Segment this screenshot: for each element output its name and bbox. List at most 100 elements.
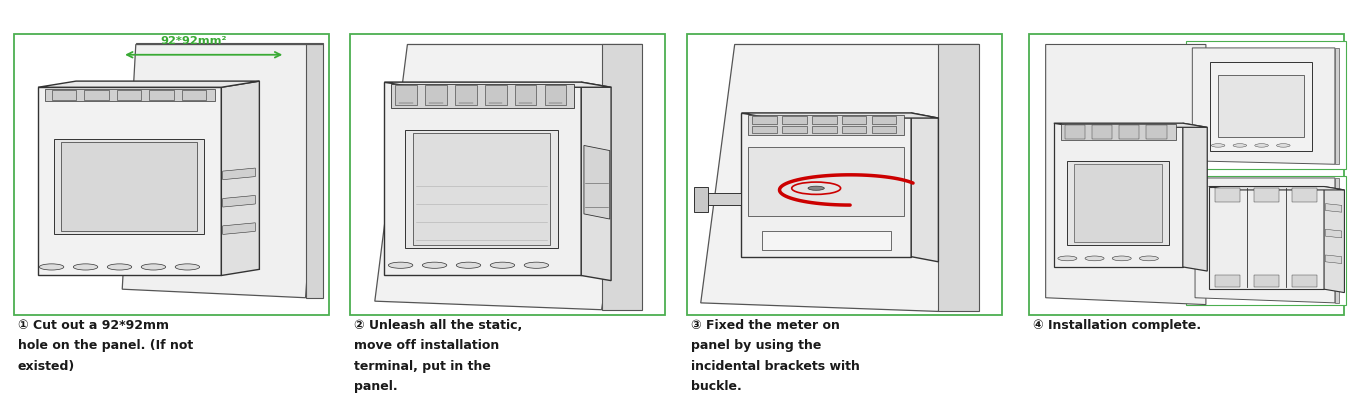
Polygon shape: [741, 113, 911, 257]
Circle shape: [1112, 256, 1131, 261]
Polygon shape: [306, 44, 323, 298]
Polygon shape: [545, 85, 566, 105]
Polygon shape: [1215, 188, 1240, 202]
Polygon shape: [1253, 276, 1279, 287]
FancyBboxPatch shape: [1186, 41, 1346, 169]
Polygon shape: [1183, 123, 1207, 271]
Polygon shape: [395, 85, 417, 105]
Polygon shape: [1046, 44, 1206, 305]
Polygon shape: [38, 81, 259, 87]
Polygon shape: [938, 44, 979, 311]
Text: ① Cut out a 92*92mm
hole on the panel. (If not
existed): ① Cut out a 92*92mm hole on the panel. (…: [18, 319, 193, 373]
Circle shape: [422, 262, 447, 268]
Polygon shape: [602, 44, 642, 310]
Polygon shape: [812, 126, 837, 133]
Polygon shape: [1192, 48, 1335, 164]
Polygon shape: [1065, 125, 1085, 139]
Polygon shape: [45, 89, 215, 101]
Polygon shape: [1209, 187, 1324, 289]
Circle shape: [1233, 144, 1247, 147]
Polygon shape: [182, 89, 206, 100]
Polygon shape: [1195, 178, 1335, 303]
Circle shape: [524, 262, 549, 268]
Polygon shape: [425, 85, 447, 105]
Polygon shape: [455, 85, 477, 105]
FancyBboxPatch shape: [350, 34, 665, 315]
Polygon shape: [405, 130, 558, 248]
Polygon shape: [1293, 188, 1317, 202]
Polygon shape: [842, 116, 866, 124]
Circle shape: [456, 262, 481, 268]
Text: ② Unleash all the static,
move off installation
terminal, put in the
panel.: ② Unleash all the static, move off insta…: [354, 319, 523, 394]
Polygon shape: [515, 85, 536, 105]
Polygon shape: [701, 44, 979, 311]
Polygon shape: [1119, 125, 1139, 139]
Polygon shape: [1054, 123, 1207, 127]
Polygon shape: [581, 82, 611, 281]
Polygon shape: [375, 44, 642, 310]
Polygon shape: [1074, 164, 1162, 242]
Polygon shape: [694, 193, 741, 206]
Polygon shape: [84, 89, 109, 100]
Polygon shape: [117, 89, 141, 100]
Circle shape: [1085, 256, 1104, 261]
Polygon shape: [842, 126, 866, 133]
Polygon shape: [384, 82, 611, 87]
Polygon shape: [752, 116, 777, 124]
Polygon shape: [782, 116, 807, 124]
Polygon shape: [1324, 187, 1344, 293]
FancyBboxPatch shape: [687, 34, 1002, 315]
Polygon shape: [136, 43, 323, 44]
Polygon shape: [1209, 187, 1344, 190]
Polygon shape: [1215, 276, 1240, 287]
Polygon shape: [872, 126, 896, 133]
Circle shape: [1277, 144, 1290, 147]
Circle shape: [73, 264, 98, 270]
Polygon shape: [1146, 125, 1167, 139]
Polygon shape: [223, 195, 255, 207]
Polygon shape: [122, 44, 323, 298]
Polygon shape: [872, 116, 896, 124]
FancyBboxPatch shape: [1029, 34, 1344, 315]
Polygon shape: [223, 168, 255, 180]
Polygon shape: [1092, 125, 1112, 139]
Circle shape: [388, 262, 413, 268]
Polygon shape: [1325, 229, 1342, 238]
Circle shape: [1058, 256, 1077, 261]
Polygon shape: [1293, 276, 1317, 287]
Polygon shape: [748, 115, 904, 135]
Polygon shape: [223, 223, 255, 234]
Polygon shape: [1335, 178, 1339, 303]
Polygon shape: [584, 145, 610, 219]
Polygon shape: [1067, 161, 1169, 245]
Circle shape: [141, 264, 166, 270]
Circle shape: [808, 186, 824, 190]
Polygon shape: [1054, 123, 1183, 267]
Circle shape: [1211, 144, 1225, 147]
Polygon shape: [1325, 204, 1342, 212]
Text: ④ Installation complete.: ④ Installation complete.: [1033, 319, 1202, 332]
Polygon shape: [1210, 62, 1312, 150]
Text: 92*92mm²: 92*92mm²: [160, 36, 227, 46]
Polygon shape: [694, 187, 708, 212]
Polygon shape: [384, 82, 581, 276]
Polygon shape: [1335, 48, 1339, 164]
Polygon shape: [54, 139, 204, 234]
Polygon shape: [52, 89, 76, 100]
Polygon shape: [1253, 188, 1279, 202]
Polygon shape: [1061, 124, 1176, 140]
Circle shape: [1139, 256, 1158, 261]
Polygon shape: [1218, 75, 1304, 137]
Text: ③ Fixed the meter on
panel by using the
incidental brackets with
buckle.: ③ Fixed the meter on panel by using the …: [691, 319, 860, 394]
Polygon shape: [782, 126, 807, 133]
Polygon shape: [149, 89, 174, 100]
Polygon shape: [762, 231, 891, 250]
Polygon shape: [911, 113, 938, 262]
Polygon shape: [752, 126, 777, 133]
Circle shape: [1255, 144, 1268, 147]
Polygon shape: [485, 85, 507, 105]
Circle shape: [107, 264, 132, 270]
Polygon shape: [61, 142, 197, 231]
FancyBboxPatch shape: [14, 34, 329, 315]
Circle shape: [175, 264, 200, 270]
